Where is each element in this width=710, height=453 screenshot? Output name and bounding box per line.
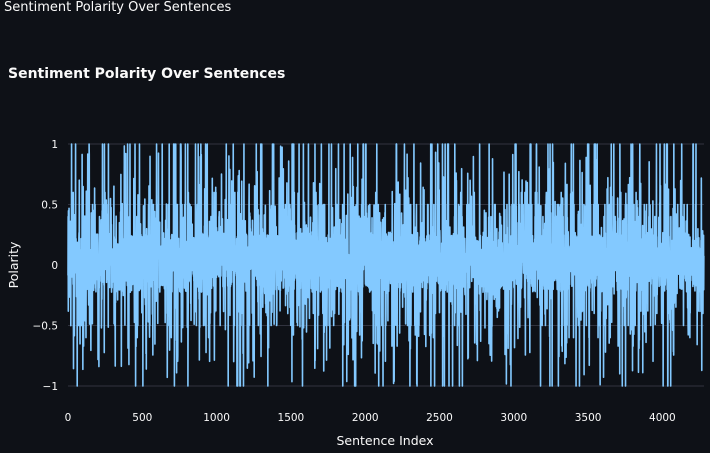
- x-tick-label: 2500: [426, 412, 453, 424]
- chart-title: Sentiment Polarity Over Sentences: [8, 66, 286, 82]
- y-tick-label: 0: [51, 260, 58, 272]
- x-tick-label: 1500: [278, 412, 305, 424]
- y-tick-label: −0.5: [33, 321, 59, 333]
- x-tick-label: 0: [65, 412, 72, 424]
- series-line-group: [67, 143, 705, 387]
- x-axis-title: Sentence Index: [336, 433, 433, 448]
- x-tick-label: 500: [132, 412, 152, 424]
- x-tick-label: 1000: [203, 412, 230, 424]
- page-header-title: Sentiment Polarity Over Sentences: [4, 0, 232, 15]
- y-tick-label: −1: [43, 381, 58, 393]
- x-tick-label: 4000: [649, 412, 676, 424]
- y-tick-label: 0.5: [41, 200, 58, 212]
- x-tick-label: 3000: [500, 412, 527, 424]
- y-axis-title: Polarity: [6, 241, 21, 288]
- x-axis-ticks: 0 500 1000 1500 2000 2500 3000 3500 4000: [65, 412, 676, 424]
- x-tick-label: 2000: [352, 412, 379, 424]
- x-tick-label: 3500: [575, 412, 602, 424]
- y-axis-ticks: −1 −0.5 0 0.5 1: [33, 139, 59, 393]
- y-tick-label: 1: [51, 139, 58, 151]
- series-line: [67, 143, 705, 387]
